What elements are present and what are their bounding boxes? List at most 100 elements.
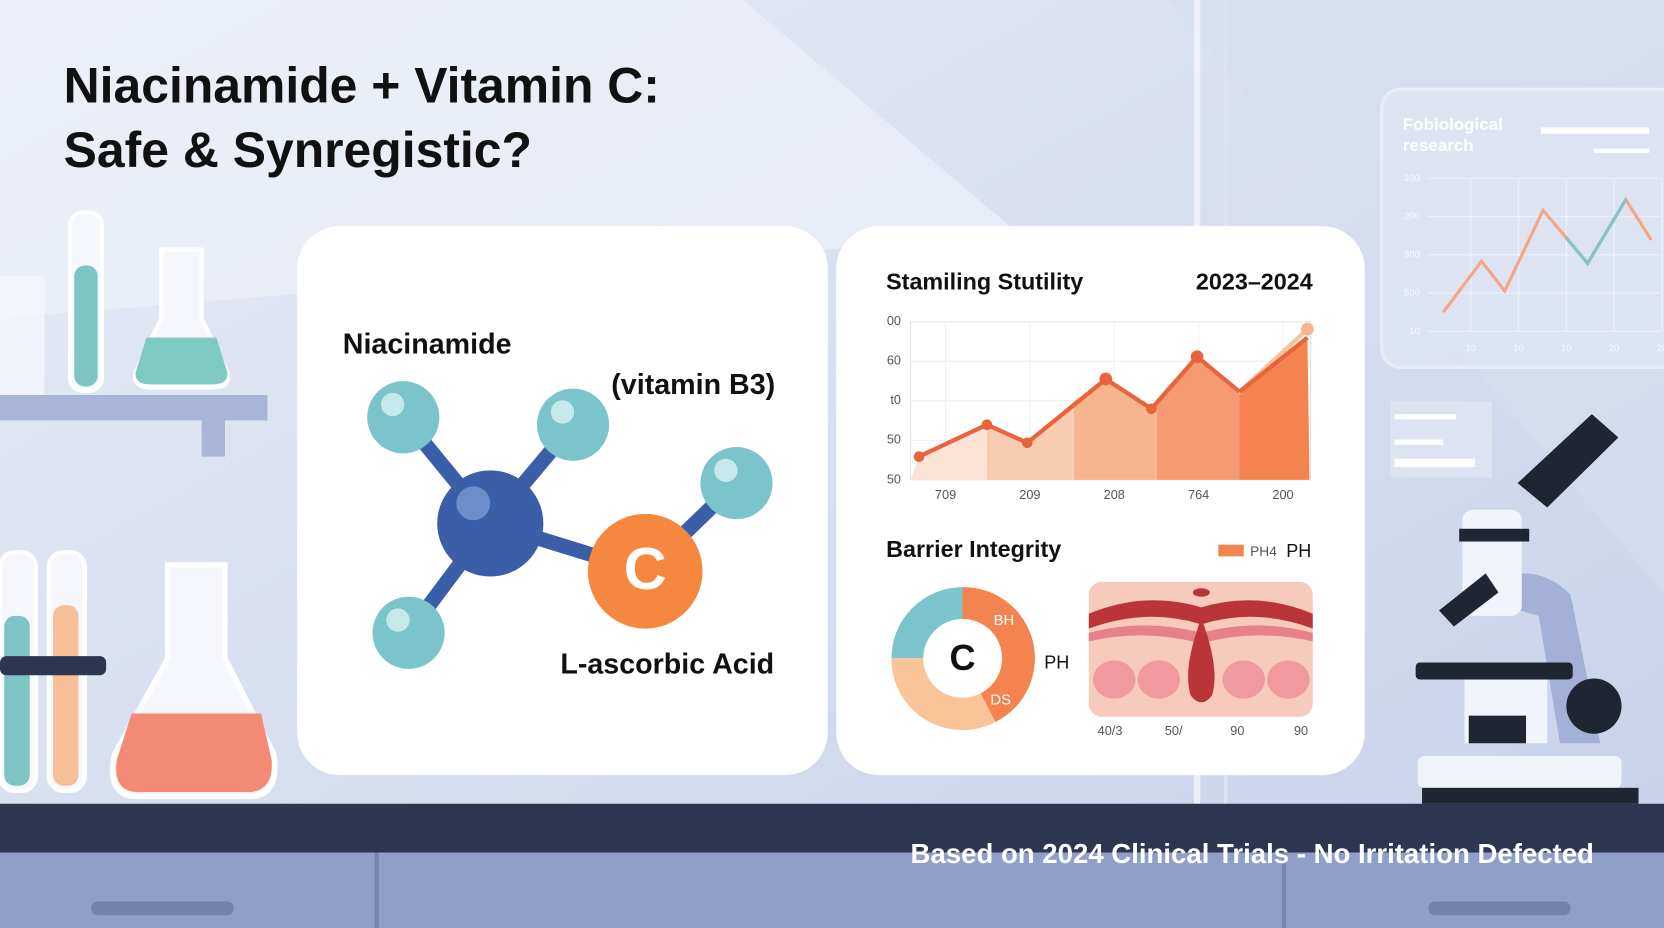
panel-bar	[1394, 458, 1476, 468]
point	[981, 419, 993, 431]
chart-title: Stamiling Stutility	[886, 269, 1083, 295]
stage	[1415, 662, 1573, 680]
y-label: 50	[887, 432, 901, 447]
cabinet	[0, 852, 1664, 928]
highlight	[550, 400, 575, 424]
cell	[1137, 660, 1181, 699]
points	[913, 322, 1314, 462]
microscope-knob	[1468, 715, 1527, 744]
rack	[0, 276, 45, 395]
panel-line	[1565, 198, 1628, 267]
y-label: 00	[887, 313, 901, 328]
atom	[536, 388, 610, 461]
x-label: 200	[1272, 487, 1293, 502]
liquid	[116, 713, 272, 793]
x-label: 209	[1019, 487, 1040, 502]
footer: Based on 2024 Clinical Trials - No Irrit…	[911, 838, 1594, 869]
cell	[1222, 660, 1265, 699]
y-label: 50	[887, 471, 901, 486]
x-label: 709	[935, 487, 956, 502]
shelf-bracket	[201, 420, 225, 457]
highlight	[386, 608, 410, 632]
x-label: 90	[1230, 723, 1244, 738]
eyepiece	[1517, 414, 1619, 508]
x-label: 764	[1188, 487, 1209, 502]
panel-axis: 100 200 300 500 10 10 10 10 20 20	[1404, 173, 1664, 354]
cell	[1267, 660, 1310, 699]
highlight	[380, 392, 405, 417]
handle	[91, 901, 234, 916]
atom	[587, 513, 703, 629]
cell	[1093, 660, 1136, 699]
donut-segment	[891, 658, 996, 731]
x-label: 20	[1609, 343, 1620, 354]
liquid	[135, 337, 228, 385]
shelf	[0, 394, 268, 421]
objective	[1439, 573, 1499, 627]
point	[1146, 403, 1157, 415]
x-label: 208	[1104, 487, 1125, 502]
chart-years: 2023–2024	[1196, 269, 1313, 295]
liquid	[4, 615, 30, 786]
legend-label: PH4	[1250, 544, 1277, 559]
acid-label: L-ascorbic Acid	[560, 648, 774, 680]
donut-side: PH	[1044, 652, 1069, 672]
legend-swatch	[1218, 544, 1244, 557]
liquid	[53, 605, 79, 786]
microscope-arm	[1464, 573, 1601, 744]
x-label: 20	[1657, 343, 1664, 354]
panel-bar	[1540, 127, 1650, 134]
x-label: 10	[1513, 343, 1524, 354]
donut-label: DS	[990, 693, 1011, 709]
liquid	[74, 265, 98, 387]
point	[1099, 372, 1113, 386]
point	[1301, 322, 1314, 336]
x-label: 40/3	[1098, 723, 1123, 738]
y-label: 200	[1404, 211, 1420, 222]
atoms	[367, 381, 773, 669]
barrier-title: Barrier Integrity	[886, 536, 1061, 562]
area	[1156, 356, 1240, 480]
panel-bar	[1593, 148, 1650, 153]
counter	[0, 803, 1664, 853]
panel-bar	[1394, 414, 1456, 420]
atom	[700, 447, 773, 520]
focus-knob	[1566, 678, 1622, 734]
microscope-foot	[1422, 787, 1639, 804]
donut-segment	[891, 587, 963, 659]
highlight	[456, 486, 491, 521]
donut-label: BH	[994, 613, 1015, 629]
x-label: 50/	[1165, 723, 1183, 738]
molecule-subname: (vitamin B3)	[611, 369, 775, 401]
donut-center: C	[950, 637, 976, 678]
x-label: 10	[1561, 343, 1572, 354]
panel-title: research	[1403, 136, 1474, 155]
atom	[437, 470, 544, 577]
skin-axis: 40/3 50/90 90	[1098, 723, 1308, 738]
y-label: t0	[890, 392, 901, 407]
microscope-foot	[1417, 755, 1622, 788]
title-line: Safe & Synregistic?	[64, 122, 532, 178]
rack-bar	[0, 656, 107, 676]
handle	[1428, 901, 1571, 916]
molecule-name: Niacinamide	[343, 329, 512, 361]
point	[913, 451, 925, 462]
atom	[367, 381, 440, 454]
area	[1073, 379, 1157, 480]
donut-segment	[962, 587, 1035, 723]
atom-label: C	[624, 535, 667, 602]
area	[910, 424, 987, 480]
y-label: 100	[1404, 173, 1420, 184]
panel-bar	[1394, 439, 1444, 445]
line	[1238, 335, 1309, 394]
skin-layer	[1088, 600, 1313, 629]
panel-title: Fobiological	[1403, 115, 1503, 134]
point	[1021, 437, 1033, 449]
y-label: 60	[887, 353, 901, 368]
x-label: 90	[1294, 723, 1308, 738]
pore	[1192, 588, 1210, 597]
legend-label: PH	[1286, 541, 1311, 561]
y-label: 500	[1404, 288, 1420, 299]
y-label: 300	[1404, 249, 1420, 260]
